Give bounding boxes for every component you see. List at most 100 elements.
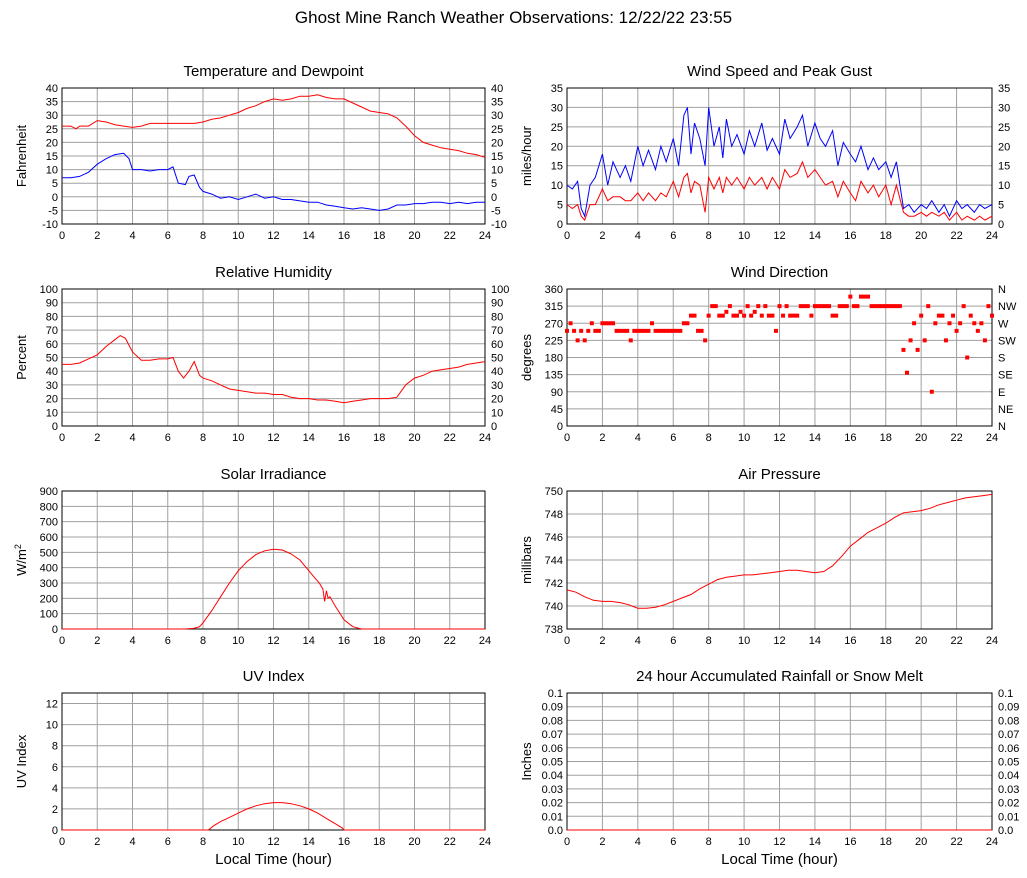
x-axis-label: Local Time (hour) xyxy=(721,851,838,868)
data-point xyxy=(611,321,616,326)
data-point xyxy=(586,328,591,333)
x-tick-label: 8 xyxy=(200,230,206,242)
data-point xyxy=(777,304,782,309)
data-point xyxy=(660,328,665,333)
data-point xyxy=(646,328,651,333)
data-point xyxy=(678,328,683,333)
x-tick-label: 0 xyxy=(564,432,570,444)
plot-frame xyxy=(61,288,486,427)
data-point xyxy=(717,313,722,318)
data-point xyxy=(607,321,612,326)
right-tick-label: 20 xyxy=(491,137,503,149)
data-point xyxy=(905,370,909,375)
y-axis-label: Fahrenheit xyxy=(14,125,29,188)
x-tick-label: 12 xyxy=(773,836,785,848)
data-point xyxy=(919,313,924,318)
x-tick-label: 8 xyxy=(200,635,206,647)
right-tick-label: 0.01 xyxy=(998,811,1019,823)
x-tick-label: 8 xyxy=(706,836,712,848)
data-point xyxy=(650,321,654,326)
right-tick-label: NE xyxy=(998,404,1013,416)
data-point xyxy=(699,328,704,333)
data-point xyxy=(773,328,778,333)
right-tick-label: 50 xyxy=(491,353,503,365)
y-tick-label: 15 xyxy=(46,151,58,163)
x-tick-label: 14 xyxy=(809,230,821,242)
x-tick-label: 2 xyxy=(599,836,605,848)
y-tick-label: 700 xyxy=(40,517,58,529)
x-tick-label: 22 xyxy=(950,432,962,444)
x-tick-label: 6 xyxy=(670,230,676,242)
data-point xyxy=(990,313,994,318)
right-tick-label: 90 xyxy=(491,298,503,310)
series-line-0 xyxy=(62,802,485,831)
x-tick-label: 10 xyxy=(738,635,750,647)
plot-frame xyxy=(61,87,486,225)
right-tick-label: 30 xyxy=(491,110,503,122)
x-tick-label: 22 xyxy=(444,230,456,242)
data-point xyxy=(632,328,637,333)
data-point xyxy=(809,313,814,318)
data-point xyxy=(975,328,980,333)
data-point xyxy=(565,328,569,333)
plot-frame xyxy=(61,490,486,630)
data-point xyxy=(614,328,619,333)
x-tick-label: 8 xyxy=(200,432,206,444)
data-point xyxy=(667,328,672,333)
x-tick-label: 16 xyxy=(338,230,350,242)
x-tick-label: 14 xyxy=(303,836,315,848)
y-tick-label: 20 xyxy=(46,394,58,406)
data-point xyxy=(575,338,580,343)
series-line-1 xyxy=(62,152,485,211)
x-tick-label: 22 xyxy=(444,635,456,647)
y-tick-label: 35 xyxy=(551,83,563,95)
x-tick-label: 10 xyxy=(232,432,244,444)
right-tick-label: 5 xyxy=(998,200,1004,212)
x-tick-label: 22 xyxy=(950,836,962,848)
data-point xyxy=(883,304,888,309)
data-point xyxy=(823,304,828,309)
data-point xyxy=(618,328,623,333)
x-tick-label: 0 xyxy=(564,230,570,242)
y-tick-label: 100 xyxy=(40,609,58,621)
x-tick-label: 2 xyxy=(599,635,605,647)
y-tick-label: 0.1 xyxy=(548,688,563,700)
x-tick-label: 24 xyxy=(479,635,491,647)
y-tick-label: 0.06 xyxy=(542,743,563,755)
right-tick-label: SE xyxy=(998,370,1013,382)
x-tick-label: 10 xyxy=(232,836,244,848)
x-tick-label: 6 xyxy=(670,635,676,647)
data-point xyxy=(688,313,693,318)
data-point xyxy=(805,304,810,309)
data-point xyxy=(862,294,867,299)
right-tick-label: 80 xyxy=(491,311,503,323)
data-point xyxy=(727,304,732,309)
data-point xyxy=(866,294,871,299)
x-tick-label: 20 xyxy=(915,432,927,444)
x-tick-label: 4 xyxy=(129,230,135,242)
data-point xyxy=(873,304,878,309)
y-tick-label: 738 xyxy=(545,624,563,636)
y-tick-label: 90 xyxy=(46,298,58,310)
uv-index-title: UV Index xyxy=(243,668,305,685)
data-point xyxy=(635,328,640,333)
series-line-0 xyxy=(62,94,486,158)
x-tick-label: 16 xyxy=(844,230,856,242)
data-point xyxy=(844,304,849,309)
data-point xyxy=(947,321,952,326)
data-point xyxy=(929,389,934,394)
y-tick-label: 40 xyxy=(46,366,58,378)
y-tick-label: 0 xyxy=(52,192,58,204)
data-point xyxy=(664,328,669,333)
x-tick-label: 24 xyxy=(986,836,998,848)
x-tick-label: 10 xyxy=(738,836,750,848)
x-tick-label: 4 xyxy=(129,432,135,444)
y-tick-label: 30 xyxy=(551,102,563,114)
x-tick-label: 16 xyxy=(338,836,350,848)
data-point xyxy=(763,304,768,309)
x-tick-label: 18 xyxy=(880,836,892,848)
data-point xyxy=(940,313,945,318)
